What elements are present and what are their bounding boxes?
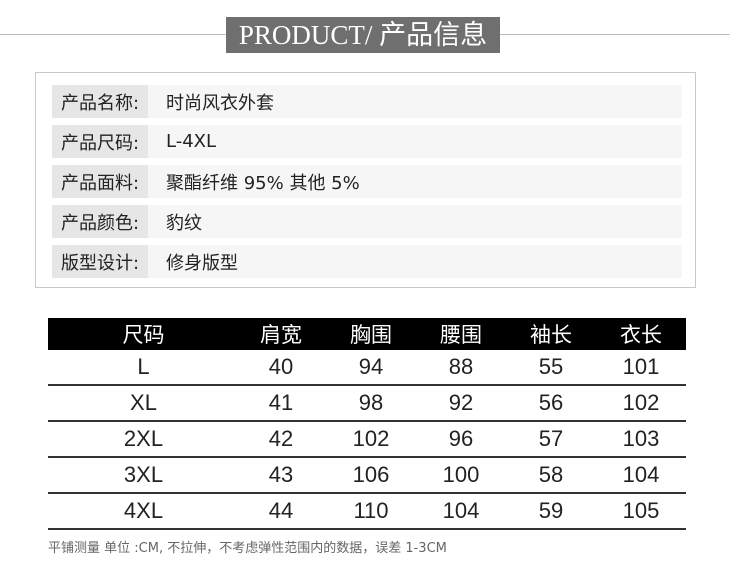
info-label: 产品颜色: <box>52 205 148 238</box>
table-cell: 104 <box>442 498 480 523</box>
table-row: XL 41 98 92 56 102 <box>48 386 686 422</box>
table-cell: 58 <box>538 462 564 487</box>
table-cell: 101 <box>622 354 660 379</box>
table-cell: 3XL <box>123 462 164 487</box>
table-row: 4XL 44 110 104 59 105 <box>48 494 686 530</box>
table-row: L 40 94 88 55 101 <box>48 350 686 386</box>
info-row: 产品面料: 聚酯纤维 95% 其他 5% <box>52 165 682 198</box>
info-label: 产品名称: <box>52 85 148 118</box>
info-label: 产品尺码: <box>52 125 148 158</box>
table-cell: L <box>137 354 150 379</box>
table-header-row: 尺码 肩宽 胸围 腰围 袖长 衣长 <box>48 318 686 350</box>
table-cell: 43 <box>268 462 294 487</box>
info-row: 版型设计: 修身版型 <box>52 245 682 278</box>
table-cell: 103 <box>622 426 660 451</box>
info-value: 修身版型 <box>166 252 238 274</box>
section-title: PRODUCT/ 产品信息 <box>226 17 500 53</box>
product-info-box: 产品名称: 时尚风衣外套 产品尺码: L-4XL 产品面料: 聚酯纤维 95% 其他 … <box>35 72 696 288</box>
column-header: 袖长 <box>530 324 572 347</box>
column-header: 尺码 <box>122 324 165 347</box>
table-cell: 104 <box>622 462 660 487</box>
info-row: 产品名称: 时尚风衣外套 <box>52 85 682 118</box>
info-value: 豹纹 <box>166 212 202 234</box>
table-cell: XL <box>130 390 157 415</box>
info-row: 产品颜色: 豹纹 <box>52 205 682 238</box>
measurement-note: 平铺测量 单位 :CM, 不拉伸，不考虑弹性范围内的数据，误差 1-3CM <box>48 541 447 556</box>
info-label: 版型设计: <box>52 245 148 278</box>
table-cell: 98 <box>358 390 384 415</box>
column-header: 衣长 <box>620 324 662 347</box>
table-cell: 44 <box>268 498 294 523</box>
table-cell: 92 <box>448 390 474 415</box>
table-cell: 2XL <box>123 426 164 451</box>
table-cell: 102 <box>622 390 660 415</box>
info-label: 产品面料: <box>52 165 148 198</box>
column-header: 肩宽 <box>260 324 302 347</box>
table-row: 3XL 43 106 100 58 104 <box>48 458 686 494</box>
column-header: 腰围 <box>440 324 482 347</box>
table-cell: 106 <box>352 462 390 487</box>
table-cell: 41 <box>268 390 294 415</box>
info-row: 产品尺码: L-4XL <box>52 125 682 158</box>
table-cell: 56 <box>538 390 564 415</box>
table-cell: 96 <box>448 426 474 451</box>
size-table: 尺码 肩宽 胸围 腰围 袖长 衣长 L 40 94 88 55 101 XL 41 98 92 56 102 2XL… <box>48 318 686 530</box>
info-value: 时尚风衣外套 <box>166 92 274 114</box>
table-cell: 59 <box>538 498 564 523</box>
info-value: L-4XL <box>166 131 217 152</box>
table-cell: 105 <box>622 498 660 523</box>
table-cell: 55 <box>538 354 564 379</box>
table-cell: 40 <box>268 354 294 379</box>
table-cell: 102 <box>352 426 390 451</box>
info-value: 聚酯纤维 95% 其他 5% <box>166 172 360 194</box>
table-cell: 57 <box>538 426 564 451</box>
table-cell: 100 <box>442 462 480 487</box>
table-cell: 4XL <box>123 498 164 523</box>
table-cell: 94 <box>358 354 384 379</box>
column-header: 胸围 <box>350 324 392 347</box>
table-cell: 88 <box>448 354 474 379</box>
table-cell: 110 <box>353 498 389 523</box>
table-cell: 42 <box>268 426 294 451</box>
table-row: 2XL 42 102 96 57 103 <box>48 422 686 458</box>
